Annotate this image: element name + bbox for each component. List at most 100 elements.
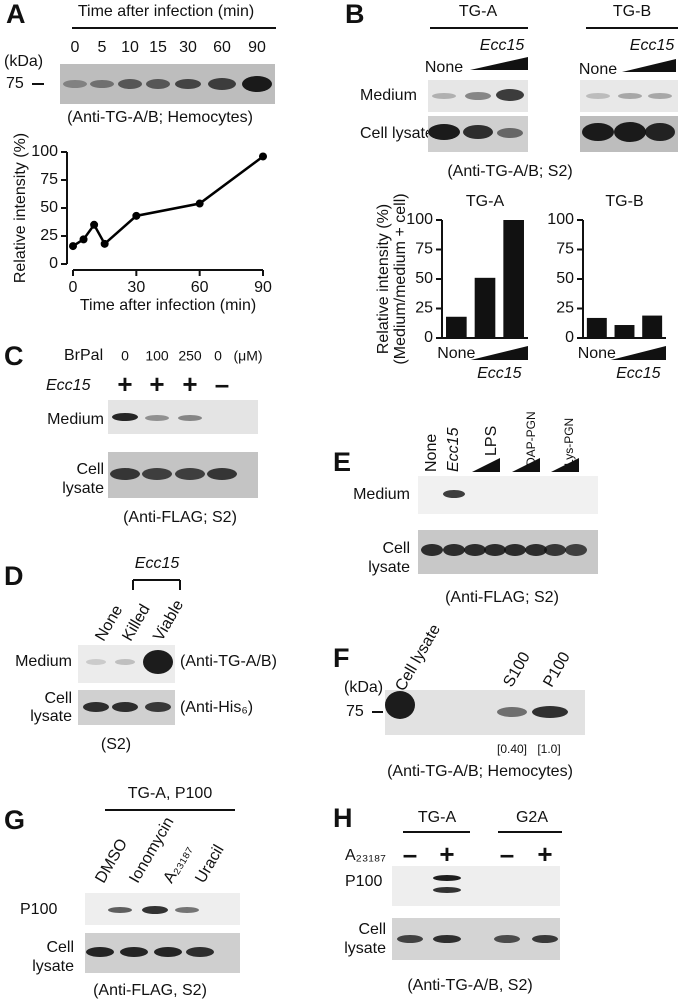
blot-caption: (S2): [101, 736, 131, 753]
dose-label: 0: [214, 348, 222, 364]
y-tick-label: 75: [556, 241, 574, 258]
blot-band: [86, 659, 106, 665]
blot-band: [112, 413, 138, 421]
dose-ramp: [470, 57, 528, 70]
data-point: [69, 242, 77, 251]
blot-caption: (Anti-FLAG, S2): [93, 982, 207, 999]
panel-letter: D: [4, 561, 24, 591]
lane-label: 0: [71, 39, 80, 56]
row-label: P100: [345, 873, 382, 890]
lane-label: P100: [540, 649, 573, 690]
blot-band: [648, 93, 672, 99]
sign: +: [117, 369, 132, 399]
dose-ramp: [622, 59, 676, 72]
data-line: [72, 155, 264, 248]
blot-band: [463, 125, 493, 139]
lane-label: Ecc15: [445, 427, 462, 472]
ratio-label: [0.40]: [497, 742, 527, 756]
group-label: TG-A: [418, 809, 457, 826]
blot-band: [242, 76, 272, 92]
lane-label: None: [423, 434, 440, 472]
data-point: [132, 211, 141, 220]
blot-band: [433, 935, 461, 943]
treatment-label: Ecc15: [616, 365, 661, 382]
group-label: G2A: [516, 809, 548, 826]
y-tick-label: 0: [49, 255, 58, 272]
row-label: lysate: [62, 480, 104, 497]
sign: +: [149, 369, 164, 399]
blot-band: [120, 947, 148, 957]
treatment-label: Ecc15: [46, 377, 91, 394]
treatment-label: Ecc15: [135, 555, 180, 572]
sign: –: [215, 369, 229, 399]
y-tick-label: 25: [415, 300, 433, 317]
blot-band: [90, 80, 114, 88]
panel-letter: G: [4, 805, 25, 835]
treatment-label: Ecc15: [480, 37, 525, 54]
y-tick-label: 100: [406, 211, 433, 228]
blot-band: [146, 79, 170, 89]
blot-band: [496, 89, 524, 101]
panel-letter: A: [6, 0, 26, 29]
blot-band: [433, 875, 461, 881]
dose-label: 250: [178, 348, 202, 364]
data-point: [90, 220, 99, 229]
row-label: lysate: [32, 958, 74, 975]
y-tick-label: 100: [547, 211, 574, 228]
lane-label: None: [92, 602, 126, 644]
lane-label: DMSO: [92, 836, 131, 886]
blot-band: [465, 92, 491, 100]
reagent-label: A₂₃₁₈₇: [345, 847, 386, 864]
row-label: Cell: [46, 939, 74, 956]
blot-band: [178, 415, 202, 421]
blot-band: [112, 702, 138, 712]
blot-band: [443, 544, 465, 556]
blot-band: [118, 79, 142, 89]
blot-band: [208, 78, 236, 90]
blot-caption: (Anti-TG-A/B, S2): [407, 977, 532, 994]
unit-label: (kDa): [4, 53, 43, 70]
row-label: Medium: [15, 653, 72, 670]
blot-band: [645, 123, 675, 141]
blot-band: [186, 947, 214, 957]
y-axis-label: (Medium/medium + cell): [392, 193, 409, 364]
lane-label: DAP-PGN: [524, 411, 538, 466]
lane-label: 5: [98, 39, 107, 56]
x-tick-label: 60: [191, 279, 209, 296]
y-tick-label: 50: [40, 199, 58, 216]
marker-label: 75: [6, 75, 24, 92]
blot-band: [532, 935, 558, 943]
dose-ramp: [551, 458, 579, 472]
dose-ramp: [610, 346, 666, 360]
row-label: Cell: [382, 540, 410, 557]
lane-label: LPS: [483, 426, 500, 456]
blot-band: [175, 468, 205, 480]
bar: [446, 316, 467, 338]
blot-band: [544, 544, 566, 556]
row-label: Medium: [47, 411, 104, 428]
blot-band: [484, 544, 506, 556]
blot-band: [154, 947, 182, 957]
blot-caption: (Anti-FLAG; S2): [445, 589, 559, 606]
data-point: [259, 152, 267, 161]
lane-label: S100: [500, 649, 533, 690]
y-axis-label: Relative intensity (%): [12, 133, 29, 283]
lane-label: Uracil: [192, 842, 227, 886]
blot-band: [586, 93, 610, 99]
marker-label: 75: [346, 703, 364, 720]
row-label: Cell: [358, 921, 386, 938]
blot: [580, 80, 678, 112]
panel-letter: B: [345, 0, 365, 29]
unit-label: (kDa): [344, 679, 383, 696]
blot-band: [86, 947, 114, 957]
y-tick-label: 0: [565, 329, 574, 346]
row-label: lysate: [30, 708, 72, 725]
y-tick-label: 0: [424, 329, 433, 346]
blot-band: [175, 907, 199, 913]
bar: [503, 220, 524, 338]
sign: –: [403, 839, 417, 869]
panel-letter: F: [333, 643, 350, 673]
lane-label: None: [579, 61, 617, 78]
